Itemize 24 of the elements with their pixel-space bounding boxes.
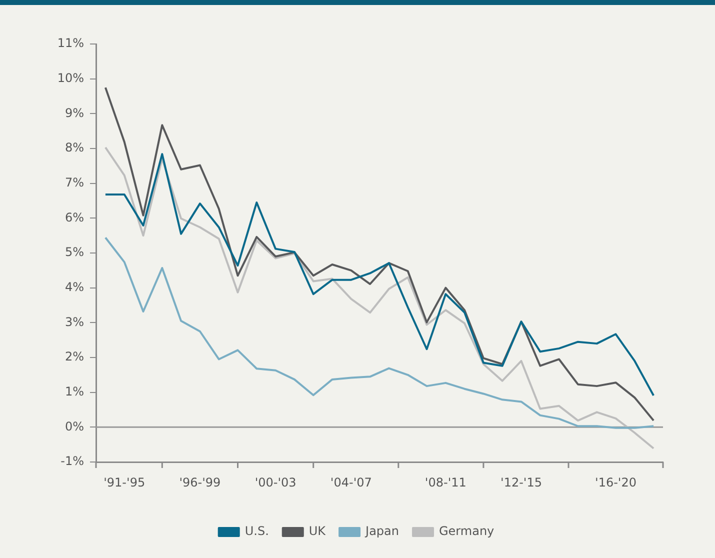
legend-label: Japan: [364, 524, 399, 538]
x-tick-label: '91-'95: [104, 475, 146, 490]
y-tick-label: 5%: [64, 245, 84, 260]
y-tick-label: 7%: [64, 175, 84, 190]
legend-label: UK: [308, 524, 327, 538]
y-tick-label: -1%: [60, 454, 84, 468]
x-tick-label: '12-'15: [500, 475, 542, 490]
y-tick-label: 8%: [64, 140, 84, 155]
y-tick-label: 11%: [57, 36, 84, 50]
y-tick-label: 1%: [64, 384, 84, 398]
y-tick-label: 3%: [64, 314, 84, 329]
y-tick-label: 0%: [64, 419, 84, 434]
x-tick-label: '16-'20: [595, 475, 636, 490]
x-tick-label: '04-'07: [330, 475, 372, 490]
y-tick-label: 10%: [57, 70, 84, 85]
y-tick-label: 4%: [64, 280, 84, 294]
y-tick-label: 6%: [64, 210, 84, 224]
legend-label: Germany: [439, 524, 494, 538]
legend-label: U.S.: [244, 524, 269, 538]
x-tick-label: '08-'11: [424, 475, 466, 490]
y-tick-label: 9%: [64, 106, 84, 120]
x-tick-label: '00-'03: [254, 475, 296, 490]
y-tick-label: 2%: [64, 350, 84, 364]
x-tick-label: '96-'99: [179, 475, 221, 490]
